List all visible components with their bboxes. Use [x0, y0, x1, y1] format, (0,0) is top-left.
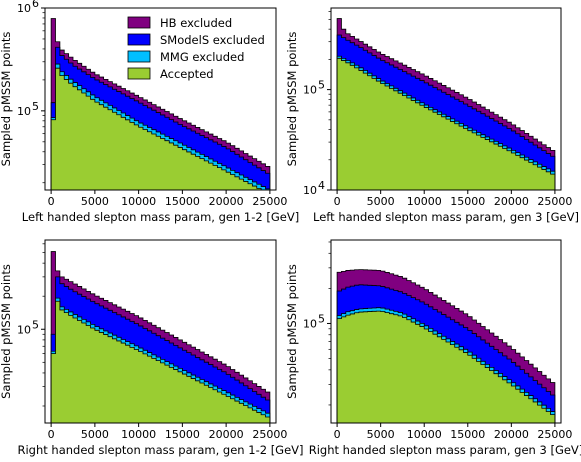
- legend-label: SModelS excluded: [160, 33, 265, 47]
- x-tick-label: 0: [334, 428, 341, 441]
- x-tick-label: 15000: [450, 195, 485, 208]
- y-tick-label: 10: [303, 184, 317, 197]
- x-tick-label: 5000: [367, 195, 395, 208]
- chart-panel-3: 0 5000 10000 15000 20000 25000 10 5 Right handed…: [0, 239, 304, 457]
- y-tick-exponent: 5: [318, 312, 325, 325]
- x-tick-label: 10000: [407, 195, 442, 208]
- y-axis-label: Sampled pMSSM points: [0, 264, 13, 399]
- x-tick-label: 25000: [537, 195, 572, 208]
- histogram-accepted: [336, 310, 556, 423]
- x-axis-label: Right handed slepton mass param, gen 3 […: [309, 443, 581, 457]
- x-tick-label: 20000: [494, 428, 529, 441]
- axes-frame: [330, 239, 562, 424]
- x-tick-label: 25000: [252, 428, 287, 441]
- x-tick-label: 5000: [81, 428, 109, 441]
- y-tick-exponent: 4: [318, 179, 325, 192]
- legend: HB excluded SModelS excluded MMG excluded A…: [127, 16, 265, 81]
- x-tick-label: 20000: [494, 195, 529, 208]
- x-tick-label: 0: [48, 195, 55, 208]
- x-tick-label: 0: [48, 428, 55, 441]
- y-axis-label: Sampled pMSSM points: [285, 32, 299, 167]
- legend-swatch: [127, 16, 151, 29]
- x-tick-label: 25000: [537, 428, 572, 441]
- y-axis-label: Sampled pMSSM points: [285, 264, 299, 399]
- x-tick-label: 25000: [252, 195, 287, 208]
- y-tick-label: 10: [17, 323, 31, 336]
- x-tick-label: 15000: [450, 428, 485, 441]
- y-tick-label: 10: [303, 317, 317, 330]
- x-tick-label: 10000: [407, 428, 442, 441]
- x-tick-label: 15000: [165, 195, 200, 208]
- histogram-accepted: [336, 57, 556, 190]
- y-tick-exponent: 5: [32, 318, 39, 331]
- y-tick-exponent: 6: [32, 0, 39, 10]
- histogram-accepted: [50, 67, 271, 190]
- axes-frame: [44, 239, 277, 424]
- x-tick-label: 10000: [121, 195, 156, 208]
- legend-label: MMG excluded: [160, 50, 244, 64]
- y-tick-exponent: 5: [318, 79, 325, 92]
- x-axis-label: Left handed slepton mass param, gen 3 [G…: [313, 210, 579, 224]
- x-axis-label: Left handed slepton mass param, gen 1-2 …: [22, 210, 299, 224]
- y-tick-label: 10: [17, 2, 31, 15]
- x-tick-label: 0: [334, 195, 341, 208]
- y-tick-exponent: 5: [32, 100, 39, 113]
- legend-label: Accepted: [160, 67, 214, 81]
- x-tick-label: 20000: [209, 195, 244, 208]
- x-tick-label: 15000: [165, 428, 200, 441]
- x-tick-label: 20000: [209, 428, 244, 441]
- legend-label: HB excluded: [160, 16, 232, 30]
- legend-swatch: [127, 33, 151, 46]
- histogram-accepted: [50, 300, 271, 423]
- axes-frame: [44, 7, 277, 191]
- chart-panel-4: 0 5000 10000 15000 20000 25000 10 5 Right handed…: [285, 239, 581, 457]
- x-tick-label: 5000: [367, 428, 395, 441]
- y-tick-label: 10: [17, 105, 31, 118]
- x-tick-label: 10000: [121, 428, 156, 441]
- legend-swatch: [127, 50, 151, 63]
- x-tick-label: 5000: [81, 195, 109, 208]
- legend-swatch: [127, 67, 151, 80]
- y-tick-label: 10: [303, 84, 317, 97]
- y-axis-label: Sampled pMSSM points: [0, 32, 13, 167]
- x-axis-label: Right handed slepton mass param, gen 1-2…: [17, 443, 303, 457]
